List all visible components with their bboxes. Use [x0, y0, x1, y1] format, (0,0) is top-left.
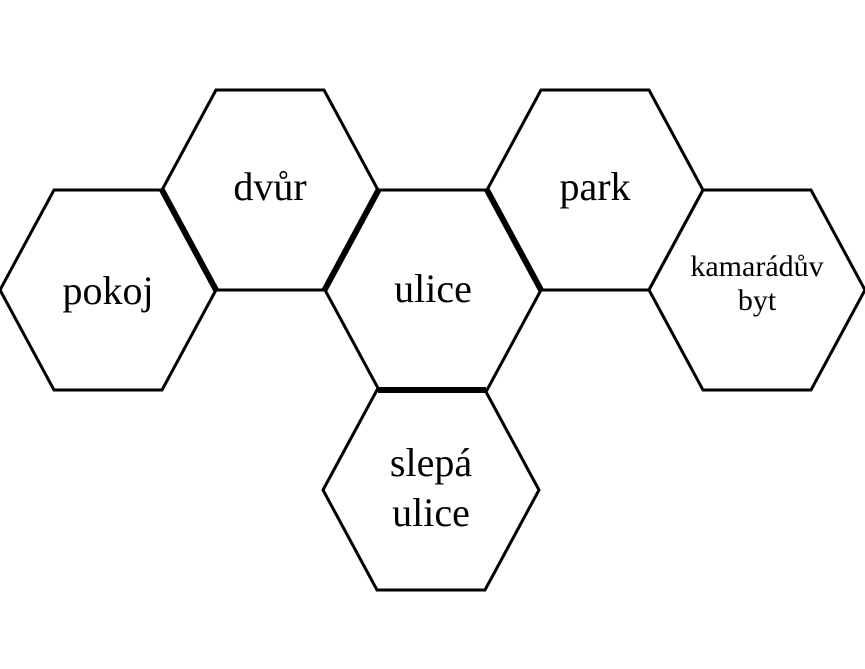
- room-label-line: slepá: [390, 440, 472, 485]
- room-label-ulice: ulice: [394, 266, 472, 311]
- room-label-line: byt: [738, 284, 777, 317]
- connection-layer: [159, 188, 544, 393]
- room-label-line: dvůr: [233, 164, 306, 209]
- passage-dvur-ulice: [321, 188, 382, 292]
- room-label-line: ulice: [392, 490, 470, 535]
- label-layer: pokoj dvůr ulice park kamarádův byt slepá ulice: [62, 164, 823, 535]
- hex-slepa-ulice: [321, 388, 541, 592]
- room-label-line: pokoj: [62, 268, 153, 313]
- room-label-slepa-ulice: slepá ulice: [390, 440, 472, 535]
- room-label-kamaraduv-byt: kamarádův byt: [690, 250, 823, 317]
- room-label-line: ulice: [394, 266, 472, 311]
- hex-kamaraduv-byt: [647, 188, 865, 392]
- passage-ulice-park: [484, 188, 544, 292]
- room-label-line: kamarádův: [690, 250, 823, 283]
- room-label-park: park: [559, 164, 630, 209]
- room-label-line: park: [559, 164, 630, 209]
- room-label-dvur: dvůr: [233, 164, 306, 209]
- passage-pokoj-dvur: [159, 188, 219, 292]
- room-label-pokoj: pokoj: [62, 268, 153, 313]
- hex-layer: [0, 88, 865, 592]
